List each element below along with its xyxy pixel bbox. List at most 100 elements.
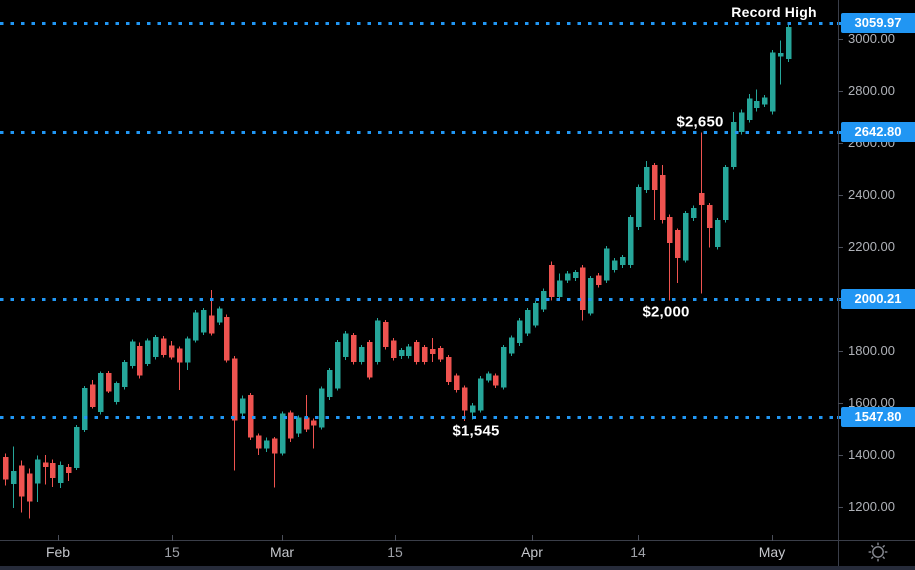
candle-body: [635, 187, 642, 228]
time-axis-label-may: May: [758, 544, 786, 560]
candle-body: [405, 346, 412, 357]
candle-body: [453, 375, 460, 391]
candle-body: [223, 317, 230, 361]
candle-body: [358, 347, 365, 363]
candle-body: [746, 98, 753, 121]
price-axis-label: 1600.00: [848, 394, 895, 410]
time-axis-label-mar: Mar: [269, 544, 295, 560]
candle-body: [176, 348, 183, 363]
candle-body: [643, 167, 650, 191]
candle-body: [429, 349, 436, 355]
candle-body: [785, 27, 792, 59]
candle-body: [579, 267, 586, 311]
candle-body: [398, 350, 405, 357]
candle-body: [18, 465, 25, 497]
candle-body: [168, 345, 175, 358]
candle-body: [200, 310, 207, 333]
candle-body: [469, 405, 476, 413]
candle-body: [303, 417, 310, 430]
candle-body: [97, 373, 104, 413]
candle-body: [105, 373, 112, 392]
candle-body: [366, 342, 373, 378]
candle-body: [730, 122, 737, 168]
candle-body: [2, 457, 9, 480]
candle-body: [26, 473, 33, 502]
price-level-badge: 2000.21: [841, 288, 915, 309]
price-axis-label: 1200.00: [848, 498, 895, 514]
price-level-badge: 1547.80: [841, 406, 915, 427]
candle-body: [603, 248, 610, 281]
candle-body: [421, 347, 428, 363]
candle-body: [627, 217, 634, 266]
time-axis-label-apr: Apr: [521, 544, 543, 560]
candle-body: [334, 342, 341, 389]
candle-body: [81, 387, 88, 430]
candle-body: [492, 375, 499, 386]
candle-body: [753, 100, 760, 108]
price-axis-label: 3000.00: [848, 30, 895, 46]
record-high-label: Record High: [731, 4, 817, 20]
candle-body: [445, 357, 452, 383]
candle-body: [508, 337, 515, 354]
candle-body: [113, 383, 120, 403]
candle-body: [295, 417, 302, 434]
candle-body: [556, 280, 563, 298]
candle-body: [587, 278, 594, 314]
time-axis-label-14: 14: [630, 544, 646, 560]
candle-body: [160, 338, 167, 356]
settings-gear-icon[interactable]: [866, 540, 890, 564]
candle-body: [144, 340, 151, 364]
candle-body: [231, 358, 238, 421]
candle-body: [374, 320, 381, 363]
candle-body: [540, 291, 547, 310]
candle-body: [216, 308, 223, 323]
candle-body: [769, 52, 776, 112]
candle-body: [152, 337, 159, 358]
price-axis-label: 1800.00: [848, 342, 895, 358]
candle-body: [129, 341, 136, 366]
price-axis-label: 1400.00: [848, 446, 895, 462]
candle-body: [136, 345, 143, 376]
bottom-edge-strip: [0, 566, 915, 570]
time-axis[interactable]: [0, 540, 838, 566]
candle-body: [761, 97, 768, 105]
candle-body: [595, 275, 602, 286]
candle-body: [516, 320, 523, 344]
candle-body: [279, 413, 286, 454]
candle-body: [651, 165, 658, 191]
level-2650-label: $2,650: [676, 113, 724, 131]
candle-body: [548, 265, 555, 298]
price-axis-label: 2800.00: [848, 82, 895, 98]
level-2000-label: $2,000: [642, 303, 690, 321]
candle-body: [722, 167, 729, 221]
candle-body: [738, 112, 745, 133]
time-axis-label-15: 15: [164, 544, 180, 560]
price-axis-label: 2200.00: [848, 238, 895, 254]
candle-body: [247, 395, 254, 438]
candle-body: [34, 459, 41, 484]
candle-body: [682, 213, 689, 261]
candle-body: [714, 220, 721, 248]
candle-body: [485, 373, 492, 381]
candle-body: [73, 426, 80, 468]
candle-body: [184, 338, 191, 363]
candle-body: [690, 208, 697, 219]
candle-body: [326, 370, 333, 398]
candle-body: [500, 347, 507, 388]
candle-body: [10, 471, 17, 485]
candle-body: [318, 388, 325, 428]
candle-body: [477, 378, 484, 411]
candle-body: [89, 384, 96, 407]
candle-body: [42, 462, 49, 467]
candle-body: [461, 387, 468, 411]
candle-body: [390, 340, 397, 359]
candle-body: [674, 230, 681, 259]
candle-body: [437, 348, 444, 360]
candle-body: [666, 217, 673, 244]
candle-body: [310, 420, 317, 426]
candle-body: [532, 303, 539, 326]
candle-body: [611, 260, 618, 271]
candle-body: [263, 440, 270, 449]
